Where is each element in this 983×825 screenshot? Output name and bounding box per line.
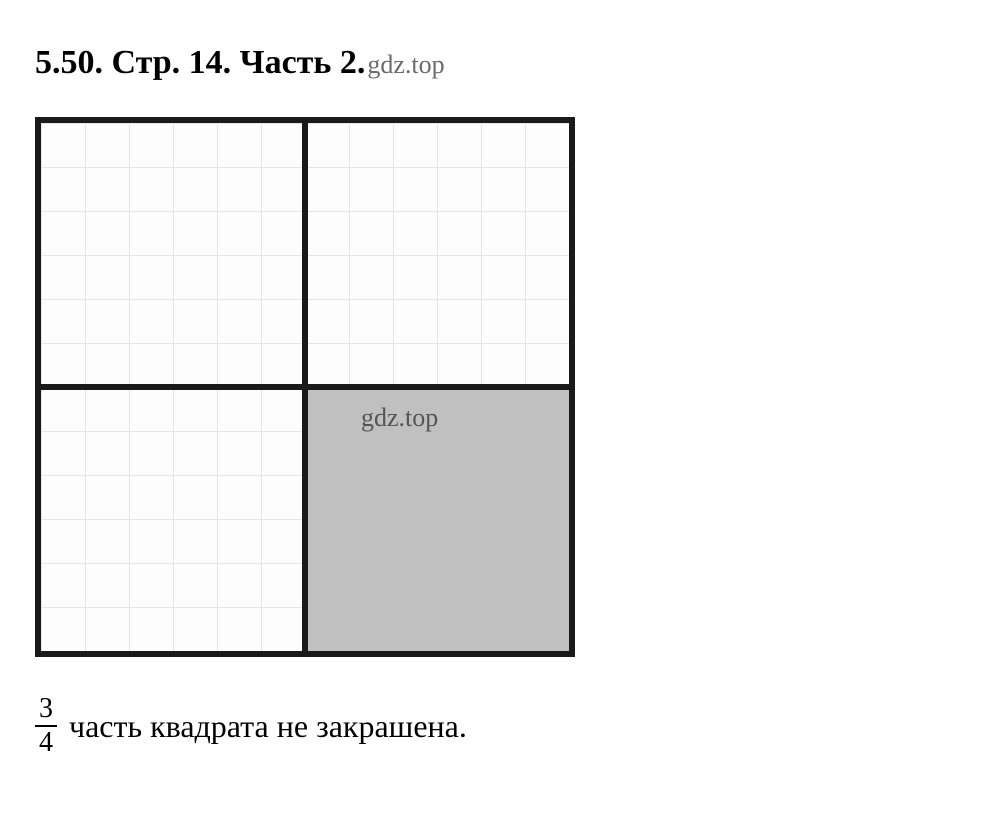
fraction-numerator: 3 [35,695,57,725]
quadrant-bottom-left [41,387,305,651]
grid-divider-horizontal [41,384,569,390]
fraction-denominator: 4 [35,727,57,757]
quadrant-top-left [41,123,305,387]
answer-text: часть квадрата не закрашена. [69,708,467,745]
page-heading: 5.50. Стр. 14. Часть 2. [35,44,365,82]
watermark-grid: gdz.top [361,403,438,433]
fraction: 3 4 [35,695,57,757]
watermark-top: gdz.top [367,50,444,80]
square-grid: gdz.top [35,117,575,657]
heading-row: 5.50. Стр. 14. Часть 2. gdz.top [35,40,953,82]
quadrant-top-right [305,123,569,387]
answer-row: 3 4 часть квадрата не закрашена. [35,695,953,757]
